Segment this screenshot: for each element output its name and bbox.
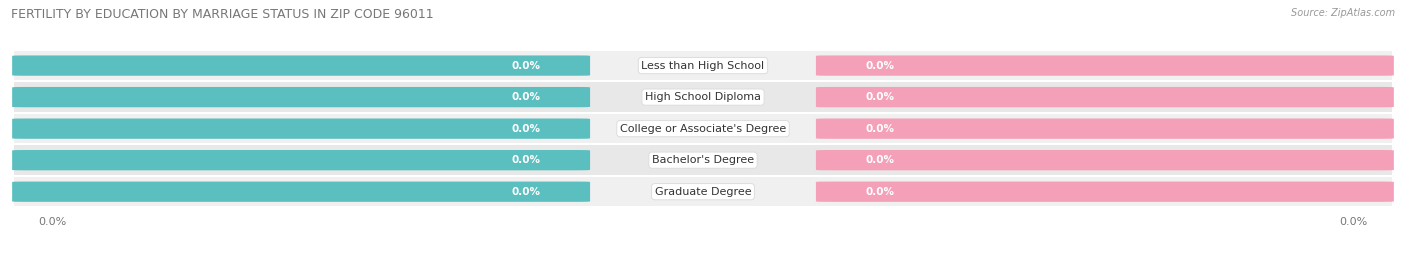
Text: 0.0%: 0.0% <box>866 92 894 102</box>
Text: 0.0%: 0.0% <box>512 61 540 70</box>
FancyBboxPatch shape <box>815 118 1393 139</box>
Text: Less than High School: Less than High School <box>641 61 765 70</box>
Text: 0.0%: 0.0% <box>866 187 894 197</box>
Text: 0.0%: 0.0% <box>866 155 894 165</box>
Bar <box>14 81 1392 113</box>
Text: 0.0%: 0.0% <box>866 124 894 134</box>
Text: College or Associate's Degree: College or Associate's Degree <box>620 124 786 134</box>
FancyBboxPatch shape <box>13 181 591 202</box>
Bar <box>14 50 1392 81</box>
Text: 0.0%: 0.0% <box>512 187 540 197</box>
FancyBboxPatch shape <box>815 87 1393 107</box>
Text: 0.0%: 0.0% <box>512 155 540 165</box>
FancyBboxPatch shape <box>815 55 1393 76</box>
Bar <box>14 144 1392 176</box>
FancyBboxPatch shape <box>13 150 591 170</box>
Text: 0.0%: 0.0% <box>512 124 540 134</box>
Text: Source: ZipAtlas.com: Source: ZipAtlas.com <box>1291 8 1395 18</box>
FancyBboxPatch shape <box>13 87 591 107</box>
FancyBboxPatch shape <box>815 181 1393 202</box>
Bar <box>14 176 1392 207</box>
Text: Bachelor's Degree: Bachelor's Degree <box>652 155 754 165</box>
Text: FERTILITY BY EDUCATION BY MARRIAGE STATUS IN ZIP CODE 96011: FERTILITY BY EDUCATION BY MARRIAGE STATU… <box>11 8 434 21</box>
FancyBboxPatch shape <box>13 118 591 139</box>
Text: Graduate Degree: Graduate Degree <box>655 187 751 197</box>
FancyBboxPatch shape <box>13 55 591 76</box>
Text: 0.0%: 0.0% <box>866 61 894 70</box>
Bar <box>14 113 1392 144</box>
Text: 0.0%: 0.0% <box>512 92 540 102</box>
FancyBboxPatch shape <box>815 150 1393 170</box>
Text: High School Diploma: High School Diploma <box>645 92 761 102</box>
